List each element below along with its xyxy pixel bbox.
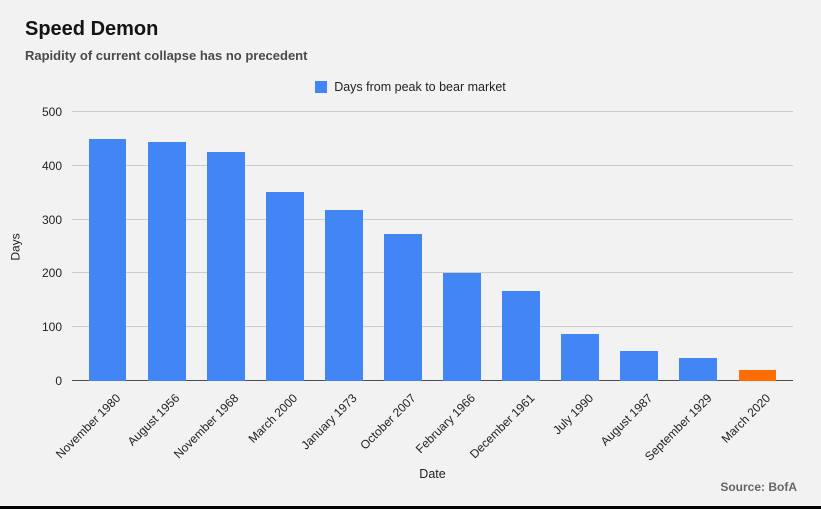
gridline <box>72 218 793 220</box>
y-tick-label: 100 <box>41 320 62 335</box>
x-axis-title: Date <box>419 467 446 481</box>
bar-slot <box>551 112 610 381</box>
bars-row <box>78 112 787 381</box>
x-tick-slot: January 1973 <box>298 381 373 465</box>
x-tick-slot: September 1929 <box>642 381 728 465</box>
gridline <box>72 164 793 166</box>
x-tick-label: July 1990 <box>549 391 597 438</box>
bar-slot <box>610 112 669 381</box>
x-tick-slot: November 1980 <box>53 381 137 465</box>
page-title: Speed Demon <box>25 18 159 40</box>
gridline <box>72 111 793 112</box>
bar-slot <box>728 112 787 381</box>
gridline <box>72 326 793 328</box>
y-axis-title: Days <box>9 232 23 261</box>
x-tick-slot: December 1961 <box>467 381 551 465</box>
legend: Days from peak to bear market <box>0 80 821 94</box>
legend-swatch-icon <box>315 81 328 93</box>
bar-slot <box>314 112 373 381</box>
y-tick-label: 300 <box>41 212 62 227</box>
bar-august-1956[interactable] <box>147 141 186 381</box>
bar-slot <box>669 112 728 381</box>
bar-march-2020[interactable] <box>738 370 777 381</box>
page-subtitle: Rapidity of current collapse has no prec… <box>25 48 308 63</box>
source-label: Source: BofA <box>720 480 797 494</box>
bar-november-1980[interactable] <box>88 138 127 381</box>
x-tick-slot: March 2000 <box>246 381 314 465</box>
x-tick-label: November 1980 <box>53 391 124 462</box>
bar-november-1968[interactable] <box>206 152 245 381</box>
bar-slot <box>373 112 432 381</box>
bar-august-1987[interactable] <box>620 351 659 381</box>
x-tick-slot: November 1968 <box>171 381 255 465</box>
bar-slot <box>255 112 314 381</box>
bar-slot <box>432 112 491 381</box>
bar-march-2000[interactable] <box>265 191 304 381</box>
bar-slot <box>492 112 551 381</box>
x-tick-slot: March 2020 <box>719 381 787 465</box>
bar-december-1961[interactable] <box>502 291 540 381</box>
x-axis-line <box>72 380 793 381</box>
bar-october-2007[interactable] <box>384 234 422 381</box>
gridline <box>72 272 793 274</box>
bar-january-1973[interactable] <box>324 209 363 381</box>
bar-july-1990[interactable] <box>561 334 600 381</box>
x-tick-slot: July 1990 <box>549 381 610 465</box>
legend-label: Days from peak to bear market <box>334 80 506 94</box>
bar-slot <box>137 112 196 381</box>
plot-area: 0 100 200 300 400 500 November 1980 August 195… <box>42 105 793 464</box>
x-axis-ticks: November 1980 August 1956 November 1968 Mar… <box>53 381 787 465</box>
y-tick-label: 200 <box>41 266 62 281</box>
bar-february-1966[interactable] <box>443 273 481 381</box>
bar-slot <box>78 112 137 381</box>
bar-slot <box>196 112 255 381</box>
y-tick-label: 500 <box>41 105 62 119</box>
y-tick-label: 0 <box>55 374 62 388</box>
bar-september-1929[interactable] <box>679 358 718 381</box>
y-tick-label: 400 <box>41 158 62 173</box>
y-axis-title-wrap: Days <box>8 112 24 381</box>
